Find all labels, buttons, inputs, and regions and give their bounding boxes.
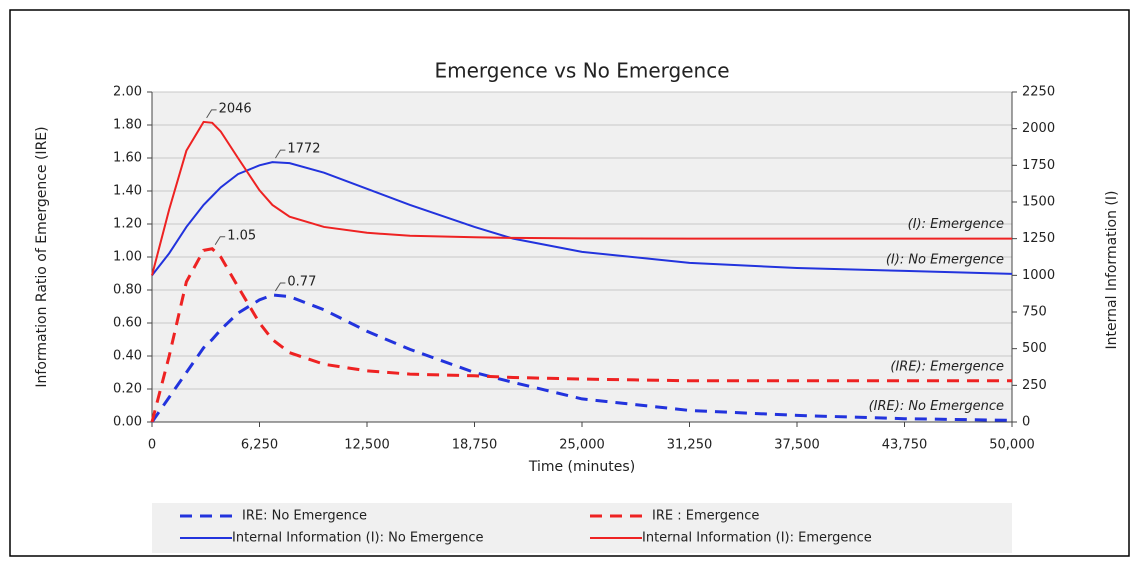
y2-axis-title: Internal Information (I) (1104, 191, 1120, 350)
x-tick-label: 25,000 (559, 438, 605, 453)
y2-tick-label: 1000 (1022, 268, 1055, 283)
y2-tick-label: 2250 (1022, 85, 1055, 100)
legend-label: IRE: No Emergence (242, 509, 367, 524)
label-leader (206, 109, 217, 119)
label-leader (274, 282, 286, 292)
series-line (151, 161, 1013, 276)
chart-title: Emergence vs No Emergence (434, 59, 729, 83)
y2-tick-label: 750 (1022, 305, 1047, 320)
series-end-label: (I): Emergence (908, 217, 1004, 232)
y-tick-label: 0.80 (113, 283, 142, 298)
x-tick-label: 0 (148, 438, 156, 453)
y-axis-title: Information Ratio of Emergence (IRE) (34, 126, 50, 387)
legend-label: Internal Information (I): No Emergence (232, 531, 484, 546)
series-line (150, 247, 1012, 423)
y2-tick-label: 1750 (1022, 158, 1055, 173)
x-axis-title: Time (minutes) (528, 459, 635, 475)
y-tick-label: 1.00 (113, 250, 142, 265)
y2-tick-label: 1500 (1022, 195, 1055, 210)
y2-tick-label: 2000 (1022, 121, 1055, 136)
data-label: 0.77 (287, 274, 316, 289)
data-label: 1.05 (227, 228, 256, 243)
y2-tick-label: 0 (1022, 415, 1030, 430)
x-tick-label: 31,250 (667, 438, 713, 453)
y-tick-label: 0.20 (113, 382, 142, 397)
x-tick-label: 50,000 (989, 438, 1035, 453)
legend-label: Internal Information (I): Emergence (642, 531, 872, 546)
series-line (151, 120, 1012, 276)
data-label: 2046 (219, 101, 252, 116)
y-tick-label: 1.20 (113, 217, 142, 232)
x-tick-label: 43,750 (882, 438, 928, 453)
x-tick-label: 18,750 (452, 438, 498, 453)
legend-label: IRE : Emergence (652, 509, 759, 524)
legend-box (152, 503, 1012, 553)
data-label: 1772 (287, 142, 320, 157)
y-tick-label: 2.00 (113, 85, 142, 100)
x-tick-label: 12,500 (344, 438, 390, 453)
label-leader (214, 236, 226, 246)
y-tick-label: 1.80 (113, 118, 142, 133)
y2-tick-label: 1250 (1022, 231, 1055, 246)
series-end-label: (IRE): Emergence (890, 359, 1004, 374)
y2-tick-label: 500 (1022, 341, 1047, 356)
y-tick-label: 1.40 (113, 184, 142, 199)
series-end-label: (IRE): No Emergence (869, 399, 1004, 414)
y-tick-label: 1.60 (113, 151, 142, 166)
x-tick-label: 37,500 (774, 438, 820, 453)
y-tick-label: 0.60 (113, 316, 142, 331)
label-leader (274, 149, 286, 159)
y-tick-label: 0.40 (113, 349, 142, 364)
y2-tick-label: 250 (1022, 378, 1047, 393)
x-tick-label: 6,250 (241, 438, 278, 453)
series-end-label: (I): No Emergence (886, 252, 1004, 267)
y-tick-label: 0.00 (113, 415, 142, 430)
